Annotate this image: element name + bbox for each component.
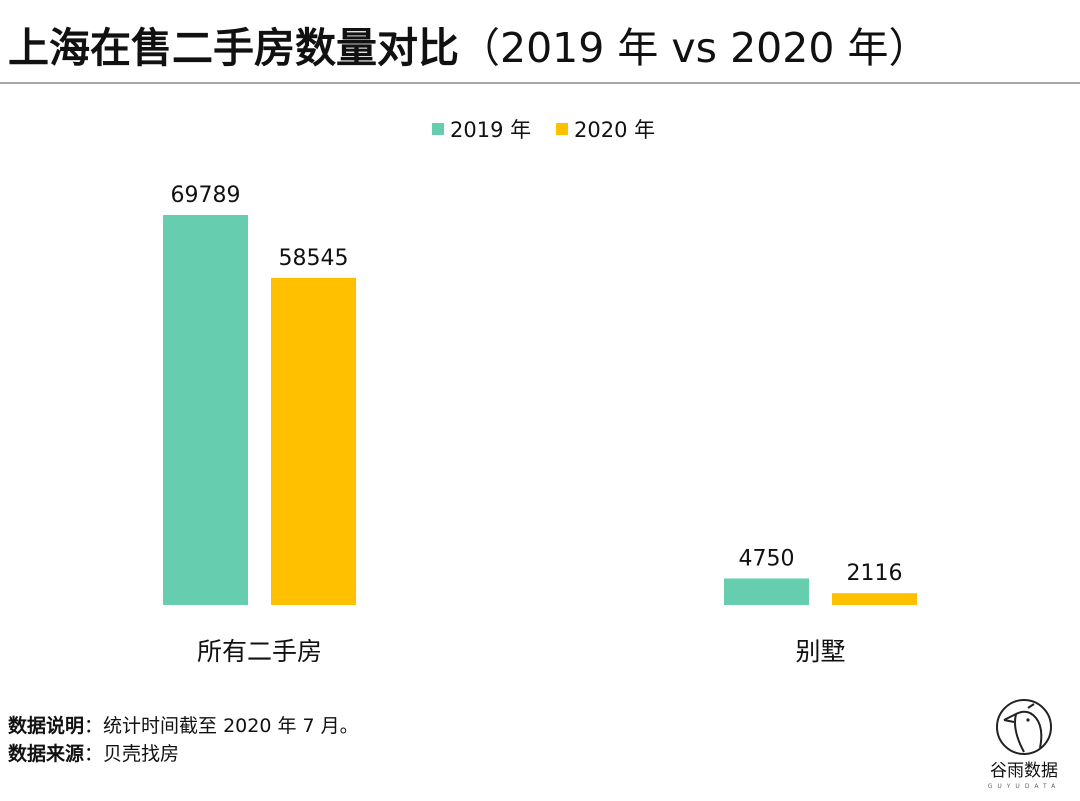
title-main: 上海在售二手房数量对比 [8, 24, 459, 72]
logo-subtitle: GUYUDATA [987, 783, 1061, 790]
bar-2020-0 [271, 277, 356, 605]
title-sub: （2019 年 vs 2020 年） [459, 24, 930, 72]
title-divider [0, 82, 1080, 84]
data-label: 2116 [847, 561, 903, 586]
logo-name: 谷雨数据 [990, 761, 1058, 781]
note-text: 统计时间截至 2020 年 7 月。 [103, 715, 359, 737]
data-label: 58545 [279, 246, 349, 271]
bar-2020-1 [832, 593, 917, 605]
data-label: 69789 [171, 183, 241, 208]
footnotes: 数据说明：统计时间截至 2020 年 7 月。 数据来源：贝壳找房 [8, 712, 359, 768]
bar-2019-1 [724, 578, 809, 605]
legend-swatch-2019 [432, 123, 444, 135]
brand-logo: 谷雨数据 GUYUDATA [978, 696, 1070, 796]
data-label: 4750 [739, 546, 795, 571]
category-label: 所有二手房 [197, 637, 322, 666]
bar-chart: 69789 58545 所有二手房 4750 2116 别墅 [163, 183, 917, 666]
note-text: 贝壳找房 [103, 743, 180, 765]
bird-in-circle-icon [996, 699, 1052, 755]
note-data-source: 数据来源：贝壳找房 [8, 740, 359, 768]
legend-label-2020: 2020 年 [574, 118, 656, 142]
note-label: 数据来源 [8, 743, 85, 765]
note-separator: ： [84, 715, 104, 737]
note-data-description: 数据说明：统计时间截至 2020 年 7 月。 [8, 712, 359, 740]
note-label: 数据说明 [8, 715, 85, 737]
page-title: 上海在售二手房数量对比（2019 年 vs 2020 年） [8, 18, 929, 87]
chart-legend: 2019 年 2020 年 [0, 114, 1080, 142]
bar-2019-0 [163, 215, 248, 605]
category-label: 别墅 [795, 637, 845, 666]
legend-label-2019: 2019 年 [450, 118, 532, 142]
note-separator: ： [84, 743, 104, 765]
legend-swatch-2020 [556, 123, 568, 135]
legend-item-2019: 2019 年 [432, 114, 531, 144]
legend-item-2020: 2020 年 [556, 114, 655, 144]
